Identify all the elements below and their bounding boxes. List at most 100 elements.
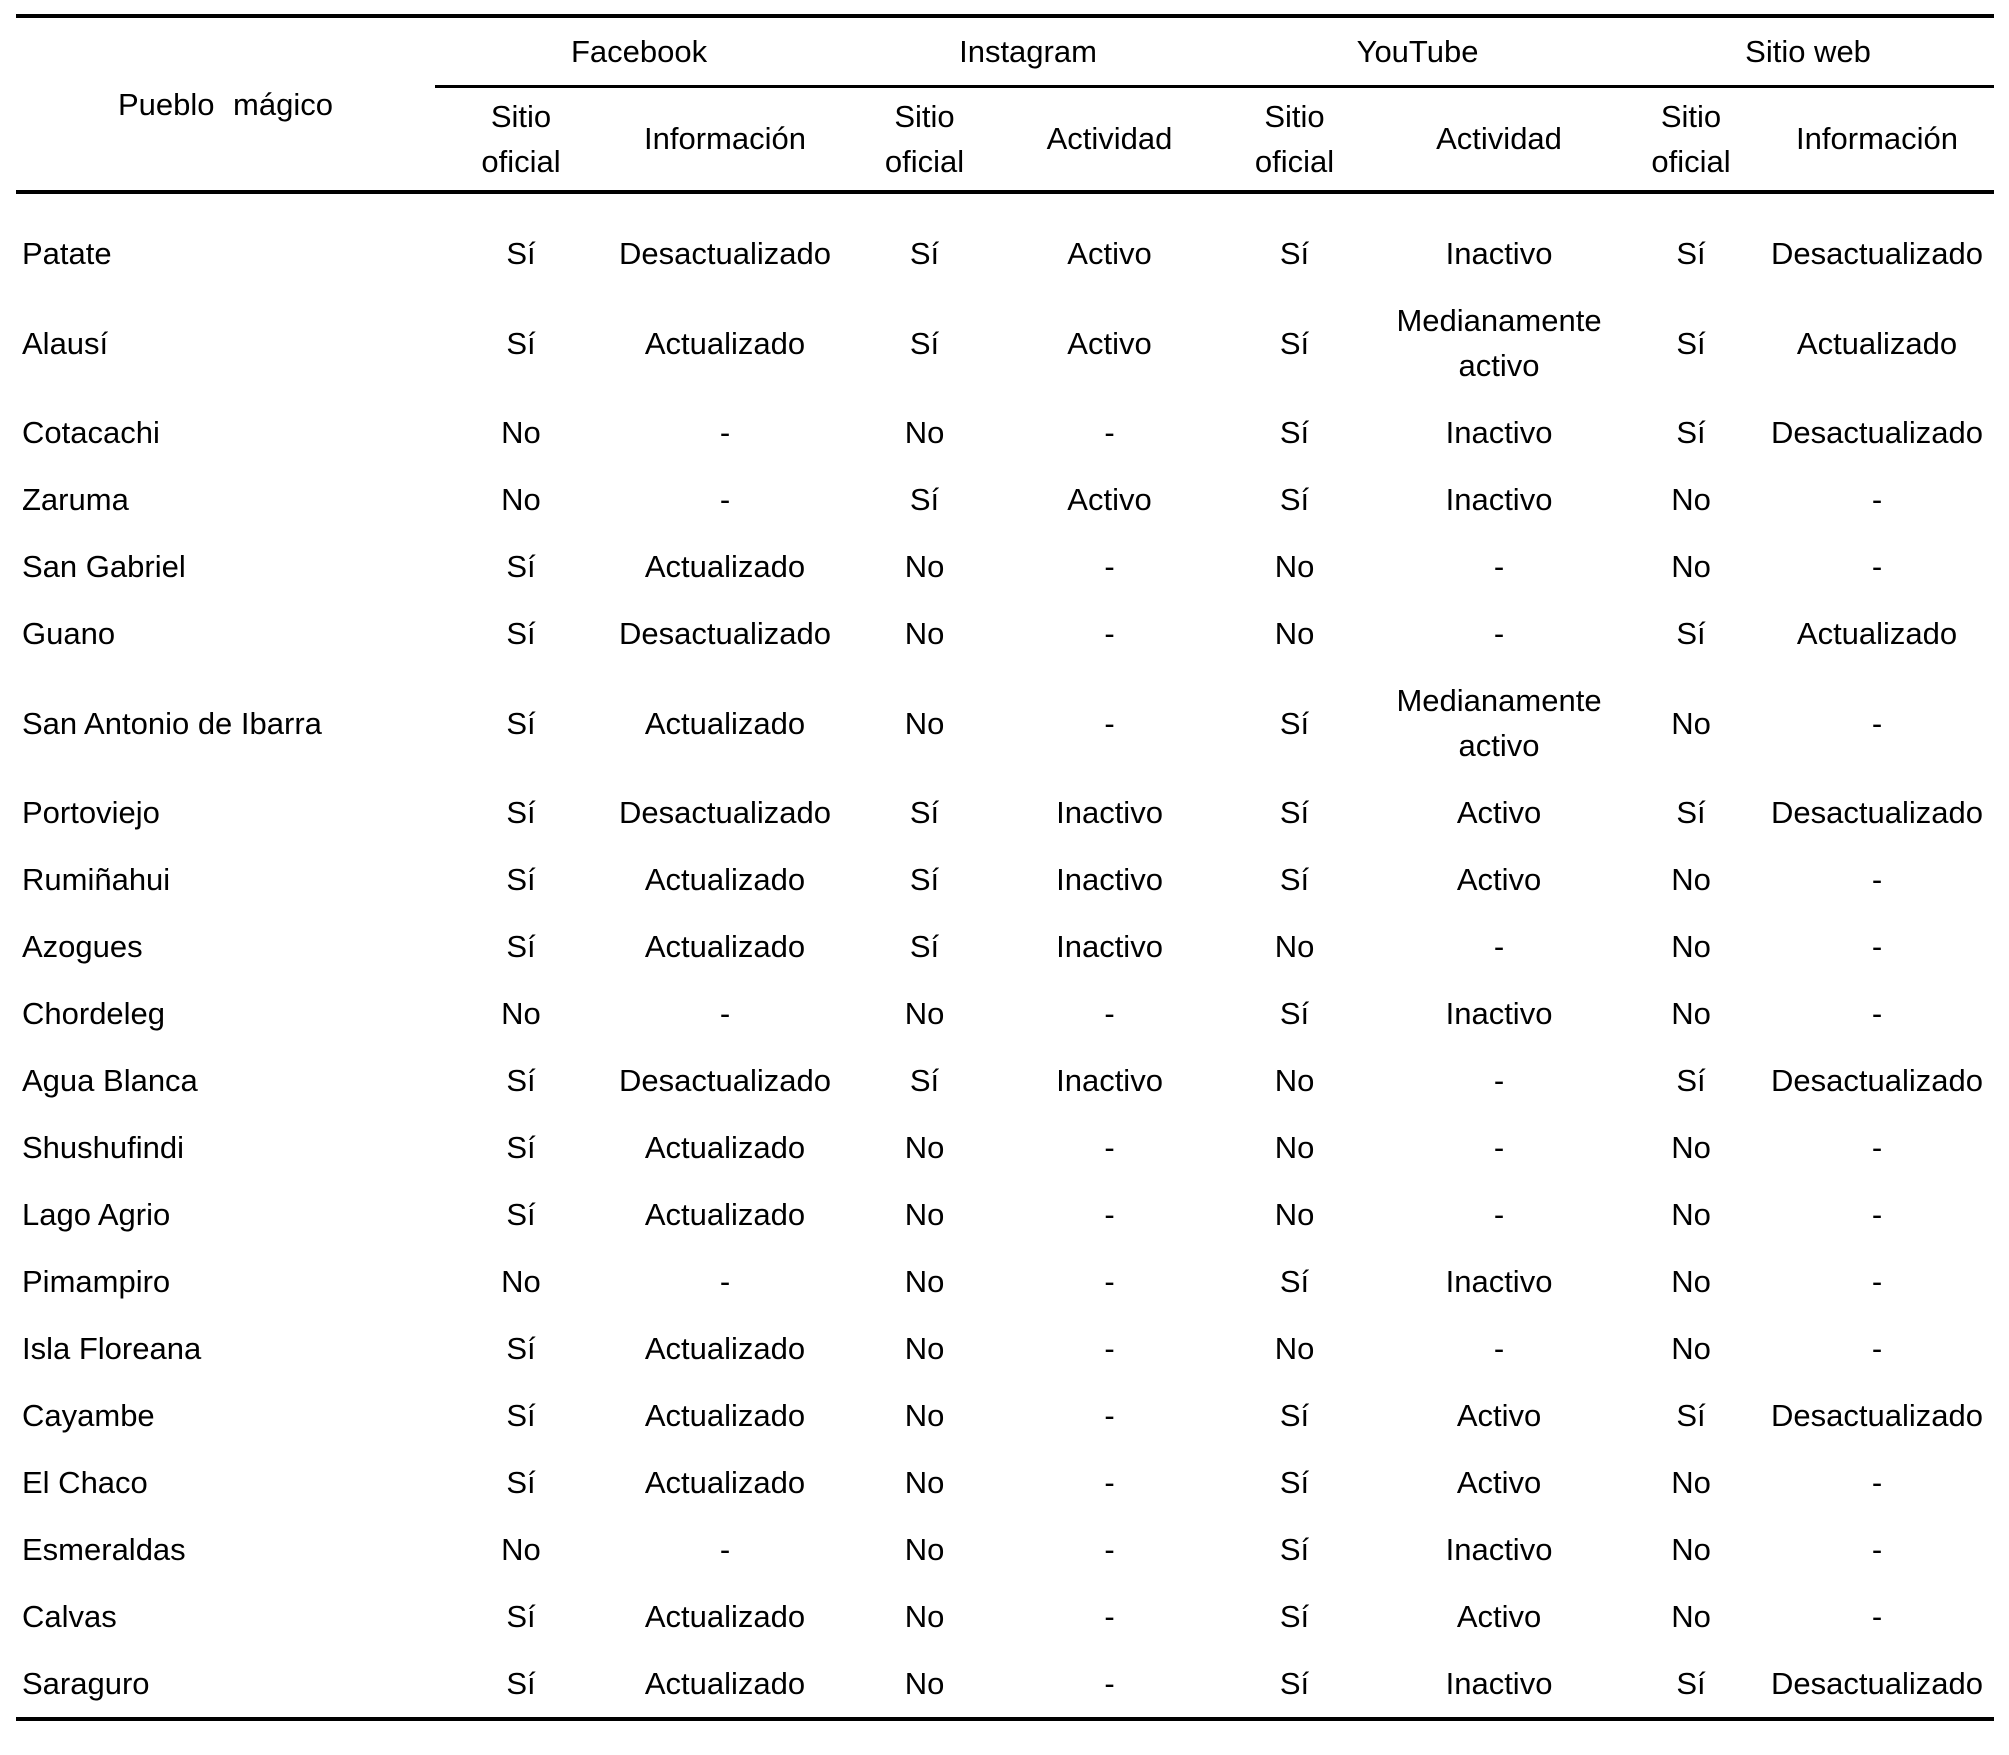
- cell-sitio-web-sitio-oficial: No: [1671, 1197, 1711, 1232]
- cell-sitio-web-sitio-oficial: Sí: [1676, 1063, 1706, 1098]
- subheader-facebook-informacion: Información: [607, 86, 844, 194]
- cell-instagram-actividad: Activo: [1067, 236, 1152, 271]
- table-row: Calvas Sí Actualizado No - Sí Activo No -: [16, 1583, 1994, 1650]
- subheader-label: Sitio oficial: [1651, 98, 1731, 179]
- cell-sitio-web-sitio-oficial: No: [1671, 549, 1711, 584]
- cell-facebook-sitio-oficial: Sí: [506, 1331, 536, 1366]
- cell-sitio-web-sitio-oficial: No: [1671, 705, 1711, 741]
- table-row: Guano Sí Desactualizado No - No - Sí Actualizado: [16, 600, 1994, 667]
- cell-youtube-sitio-oficial: Sí: [1279, 325, 1310, 361]
- cell-sitio-web-sitio-oficial: No: [1671, 996, 1711, 1031]
- cell-instagram-actividad: -: [1104, 996, 1115, 1031]
- cell-sitio-web-informacion: Desactualizado: [1771, 795, 1984, 830]
- table-row: Portoviejo Sí Desactualizado Sí Inactivo Sí Ac…: [16, 779, 1994, 846]
- cell-youtube-actividad: Inactivo: [1445, 1532, 1553, 1567]
- cell-facebook-informacion: Actualizado: [644, 1331, 806, 1366]
- cell-instagram-sitio-oficial: No: [904, 1130, 945, 1165]
- cell-youtube-sitio-oficial: Sí: [1279, 1465, 1310, 1500]
- table-row: Isla Floreana Sí Actualizado No - No - No -: [16, 1315, 1994, 1382]
- table-row: Cotacachi No - No - Sí Inactivo Sí Desactualizad…: [16, 399, 1994, 466]
- cell-youtube-actividad: -: [1493, 1130, 1505, 1165]
- cell-instagram-sitio-oficial: No: [904, 705, 945, 741]
- pueblo-name: Portoviejo: [22, 795, 160, 830]
- table-row: Azogues Sí Actualizado Sí Inactivo No - No -: [16, 913, 1994, 980]
- cell-sitio-web-sitio-oficial: Sí: [1676, 415, 1706, 450]
- pueblo-name: Isla Floreana: [22, 1331, 202, 1366]
- cell-instagram-actividad: -: [1104, 1666, 1115, 1701]
- cell-youtube-actividad: -: [1493, 929, 1505, 964]
- cell-instagram-actividad: -: [1104, 1197, 1115, 1232]
- cell-facebook-sitio-oficial: Sí: [506, 1398, 536, 1433]
- cell-instagram-sitio-oficial: No: [904, 1331, 945, 1366]
- cell-instagram-actividad: Activo: [1067, 482, 1152, 517]
- table-row: Patate Sí Desactualizado Sí Activo Sí Inactivo…: [16, 192, 1994, 287]
- subheader-instagram-sitio-oficial: Sitio oficial: [843, 86, 1007, 194]
- cell-facebook-informacion: Actualizado: [644, 325, 806, 361]
- cell-facebook-informacion: Actualizado: [644, 862, 806, 897]
- cell-facebook-informacion: -: [719, 482, 731, 517]
- cell-sitio-web-sitio-oficial: Sí: [1676, 1666, 1706, 1701]
- table-row: Saraguro Sí Actualizado No - Sí Inactivo Sí Desa…: [16, 1650, 1994, 1719]
- cell-instagram-sitio-oficial: No: [904, 1532, 945, 1567]
- group-header-row: Pueblo mágico Facebook Instagram YouTube…: [16, 16, 1995, 194]
- cell-instagram-sitio-oficial: Sí: [909, 1063, 940, 1098]
- group-header-sitio-web: Sitio web: [1622, 16, 1995, 88]
- cell-sitio-web-informacion: Desactualizado: [1771, 415, 1984, 450]
- cell-facebook-informacion: Actualizado: [644, 929, 806, 964]
- cell-sitio-web-sitio-oficial: No: [1671, 1130, 1711, 1165]
- cell-youtube-sitio-oficial: Sí: [1279, 1599, 1310, 1634]
- pueblo-name: Rumiñahui: [22, 862, 171, 897]
- table-row: Cayambe Sí Actualizado No - Sí Activo Sí Desactu…: [16, 1382, 1994, 1449]
- cell-sitio-web-informacion: -: [1871, 705, 1883, 741]
- cell-facebook-sitio-oficial: Sí: [506, 616, 536, 651]
- cell-instagram-sitio-oficial: Sí: [909, 236, 940, 271]
- cell-facebook-sitio-oficial: No: [501, 1532, 541, 1567]
- subheader-label: Sitio oficial: [884, 98, 965, 179]
- cell-youtube-actividad: Inactivo: [1445, 482, 1553, 517]
- cell-facebook-sitio-oficial: Sí: [506, 862, 536, 897]
- cell-facebook-informacion: Desactualizado: [619, 795, 831, 830]
- cell-sitio-web-informacion: Desactualizado: [1771, 236, 1984, 271]
- cell-facebook-sitio-oficial: No: [501, 1264, 541, 1299]
- cell-facebook-informacion: -: [719, 1264, 731, 1299]
- cell-youtube-sitio-oficial: Sí: [1279, 1398, 1310, 1433]
- cell-instagram-sitio-oficial: No: [904, 1197, 945, 1232]
- subheader-label: Sitio oficial: [481, 98, 561, 179]
- cell-instagram-actividad: -: [1104, 1130, 1115, 1165]
- subheader-sitio-web-informacion: Información: [1760, 86, 1995, 194]
- pueblo-name: San Antonio de Ibarra: [22, 705, 322, 741]
- cell-sitio-web-sitio-oficial: No: [1671, 482, 1711, 517]
- group-header-facebook: Facebook: [435, 16, 844, 88]
- cell-facebook-sitio-oficial: Sí: [506, 1666, 536, 1701]
- cell-youtube-actividad: -: [1493, 1197, 1505, 1232]
- cell-sitio-web-informacion: -: [1871, 482, 1883, 517]
- cell-youtube-sitio-oficial: Sí: [1279, 795, 1310, 830]
- cell-youtube-actividad: Activo: [1456, 1599, 1542, 1634]
- cell-facebook-informacion: -: [719, 415, 731, 450]
- pueblo-name: Cotacachi: [22, 415, 160, 450]
- cell-sitio-web-sitio-oficial: No: [1671, 1264, 1711, 1299]
- cell-sitio-web-sitio-oficial: Sí: [1676, 616, 1706, 651]
- cell-instagram-actividad: Inactivo: [1056, 862, 1163, 897]
- pueblo-name: Cayambe: [22, 1398, 155, 1433]
- table-row: San Antonio de Ibarra Sí Actualizado No - Sí M…: [16, 667, 1994, 779]
- table-body: Patate Sí Desactualizado Sí Activo Sí Inactivo…: [16, 192, 1994, 1719]
- cell-instagram-sitio-oficial: Sí: [909, 325, 940, 361]
- cell-sitio-web-sitio-oficial: No: [1671, 1465, 1711, 1500]
- cell-facebook-informacion: -: [719, 996, 731, 1031]
- table-row: El Chaco Sí Actualizado No - Sí Activo No -: [16, 1449, 1994, 1516]
- cell-instagram-actividad: -: [1104, 415, 1115, 450]
- cell-instagram-sitio-oficial: No: [904, 1398, 945, 1433]
- cell-youtube-sitio-oficial: Sí: [1279, 1666, 1310, 1701]
- cell-instagram-actividad: Inactivo: [1056, 795, 1163, 830]
- cell-instagram-sitio-oficial: No: [904, 1666, 945, 1701]
- cell-facebook-informacion: Actualizado: [644, 549, 806, 584]
- subheader-instagram-actividad: Actividad: [1006, 86, 1214, 194]
- subheader-facebook-sitio-oficial: Sitio oficial: [435, 86, 607, 194]
- cell-facebook-sitio-oficial: Sí: [506, 325, 536, 361]
- cell-instagram-sitio-oficial: Sí: [909, 795, 940, 830]
- cell-sitio-web-sitio-oficial: No: [1671, 1532, 1711, 1567]
- cell-facebook-sitio-oficial: No: [501, 415, 541, 450]
- cell-youtube-sitio-oficial: Sí: [1279, 862, 1310, 897]
- cell-youtube-actividad: Inactivo: [1445, 415, 1553, 450]
